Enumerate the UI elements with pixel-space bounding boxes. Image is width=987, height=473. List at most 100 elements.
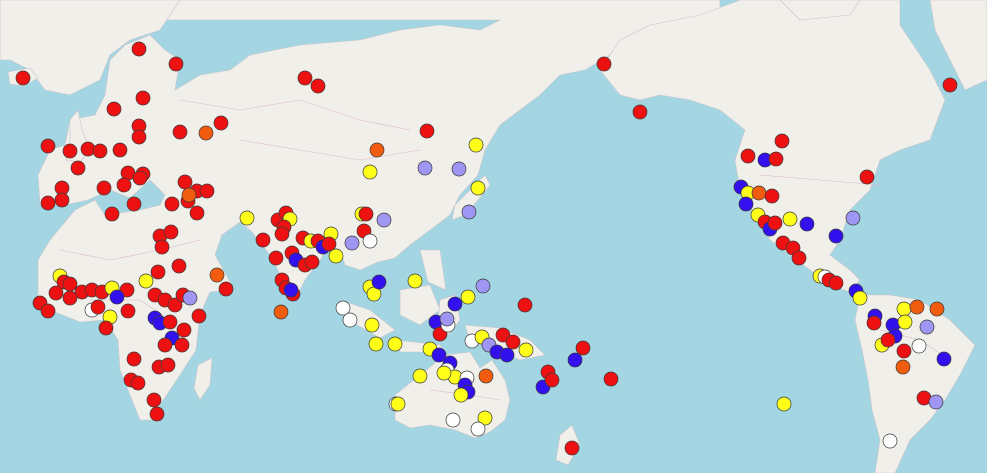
red-marker[interactable] [62,143,78,159]
red-marker[interactable] [70,160,86,176]
yellow-marker[interactable] [390,396,406,412]
red-marker[interactable] [942,77,958,93]
red-marker[interactable] [162,314,178,330]
white-marker[interactable] [362,233,378,249]
red-marker[interactable] [174,337,190,353]
blue-marker[interactable] [431,347,447,363]
lavender-marker[interactable] [919,319,935,335]
red-marker[interactable] [767,215,783,231]
red-marker[interactable] [495,327,511,343]
red-marker[interactable] [255,232,271,248]
blue-marker[interactable] [567,352,583,368]
red-marker[interactable] [575,340,591,356]
yellow-marker[interactable] [368,336,384,352]
red-marker[interactable] [132,170,148,186]
yellow-marker[interactable] [470,180,486,196]
red-marker[interactable] [172,124,188,140]
lavender-marker[interactable] [439,311,455,327]
red-marker[interactable] [603,371,619,387]
yellow-marker[interactable] [782,211,798,227]
red-marker[interactable] [120,303,136,319]
orange-marker[interactable] [181,187,197,203]
yellow-marker[interactable] [460,289,476,305]
red-marker[interactable] [104,206,120,222]
red-marker[interactable] [130,375,146,391]
yellow-marker[interactable] [468,137,484,153]
red-marker[interactable] [40,138,56,154]
red-marker[interactable] [859,169,875,185]
red-marker[interactable] [164,196,180,212]
orange-marker[interactable] [209,267,225,283]
red-marker[interactable] [40,303,56,319]
white-marker[interactable] [335,300,351,316]
yellow-marker[interactable] [328,248,344,264]
red-marker[interactable] [517,297,533,313]
yellow-marker[interactable] [364,317,380,333]
red-marker[interactable] [189,205,205,221]
red-marker[interactable] [92,143,108,159]
red-marker[interactable] [168,56,184,72]
red-marker[interactable] [62,290,78,306]
red-marker[interactable] [268,250,284,266]
red-marker[interactable] [191,308,207,324]
red-marker[interactable] [896,343,912,359]
yellow-marker[interactable] [138,273,154,289]
red-marker[interactable] [310,78,326,94]
red-marker[interactable] [297,70,313,86]
yellow-marker[interactable] [477,410,493,426]
red-marker[interactable] [40,195,56,211]
orange-marker[interactable] [198,125,214,141]
red-marker[interactable] [149,406,165,422]
red-marker[interactable] [274,226,290,242]
lavender-marker[interactable] [376,212,392,228]
red-marker[interactable] [505,334,521,350]
red-marker[interactable] [54,192,70,208]
red-marker[interactable] [163,224,179,240]
blue-marker[interactable] [283,282,299,298]
white-marker[interactable] [342,312,358,328]
red-marker[interactable] [564,440,580,456]
lavender-marker[interactable] [461,204,477,220]
red-marker[interactable] [213,115,229,131]
orange-marker[interactable] [751,185,767,201]
lavender-marker[interactable] [182,290,198,306]
red-marker[interactable] [15,70,31,86]
orange-marker[interactable] [478,368,494,384]
red-marker[interactable] [171,258,187,274]
orange-marker[interactable] [909,299,925,315]
orange-marker[interactable] [369,142,385,158]
red-marker[interactable] [358,206,374,222]
red-marker[interactable] [80,141,96,157]
yellow-marker[interactable] [239,210,255,226]
yellow-marker[interactable] [852,290,868,306]
yellow-marker[interactable] [412,368,428,384]
lavender-marker[interactable] [344,235,360,251]
red-marker[interactable] [544,372,560,388]
red-marker[interactable] [112,142,128,158]
yellow-marker[interactable] [896,301,912,317]
red-marker[interactable] [740,148,756,164]
blue-marker[interactable] [447,296,463,312]
orange-marker[interactable] [895,359,911,375]
red-marker[interactable] [828,275,844,291]
yellow-marker[interactable] [436,365,452,381]
red-marker[interactable] [48,285,64,301]
red-marker[interactable] [768,151,784,167]
red-marker[interactable] [167,297,183,313]
blue-marker[interactable] [738,196,754,212]
red-marker[interactable] [866,315,882,331]
red-marker[interactable] [218,281,234,297]
red-marker[interactable] [157,337,173,353]
red-marker[interactable] [160,357,176,373]
red-marker[interactable] [199,183,215,199]
red-marker[interactable] [632,104,648,120]
red-marker[interactable] [321,236,337,252]
red-marker[interactable] [90,299,106,315]
red-marker[interactable] [96,180,112,196]
red-marker[interactable] [126,196,142,212]
lavender-marker[interactable] [417,160,433,176]
yellow-marker[interactable] [453,387,469,403]
red-marker[interactable] [150,264,166,280]
blue-marker[interactable] [799,216,815,232]
